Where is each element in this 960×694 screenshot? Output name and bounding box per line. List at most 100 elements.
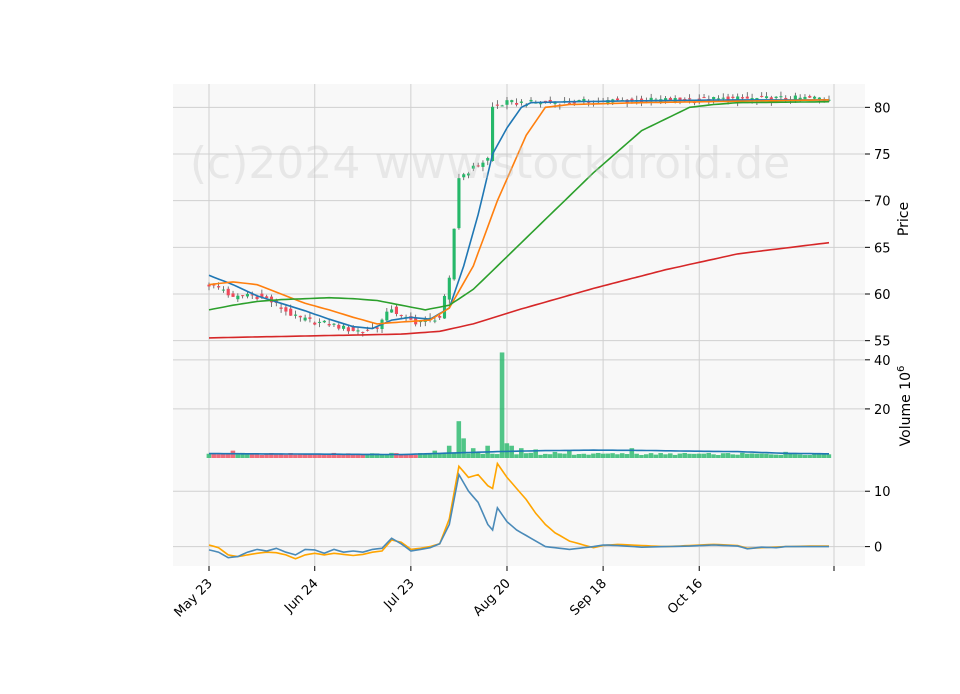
candle-body <box>308 317 312 319</box>
volume-bar <box>711 454 716 458</box>
candle-body <box>577 100 581 102</box>
candle-body <box>438 315 442 318</box>
volume-bar <box>374 453 380 458</box>
volume-bar <box>341 454 346 458</box>
candle-body <box>745 96 749 99</box>
candlestick <box>471 162 475 172</box>
volume-bar <box>225 454 231 458</box>
volume-bar <box>759 453 764 458</box>
candle-body <box>284 307 288 312</box>
volume-bar <box>826 454 832 458</box>
candle-body <box>332 323 336 325</box>
candlestick <box>279 302 283 313</box>
candle-body <box>486 158 490 161</box>
candlestick <box>702 94 706 99</box>
price-y-tick-label: 60 <box>874 288 891 303</box>
candle-body <box>351 326 355 331</box>
candle-body <box>726 96 730 102</box>
volume-bar <box>384 454 389 458</box>
volume-bar <box>514 454 519 458</box>
volume-y-tick-label: 20 <box>874 403 891 418</box>
x-tick-label: Oct 16 <box>665 576 706 617</box>
osc-y-tick-label: 10 <box>874 485 891 500</box>
candlestick <box>515 98 519 107</box>
candle-body <box>221 289 225 291</box>
volume-bar <box>567 450 572 458</box>
candle-body <box>322 320 326 323</box>
candle-body <box>553 102 557 104</box>
candlestick <box>779 91 783 101</box>
volume-bar <box>624 454 630 458</box>
candlestick <box>510 99 514 105</box>
volume-bar <box>744 453 750 458</box>
volume-bar <box>816 453 822 458</box>
volume-bar <box>446 445 452 458</box>
volume-bar <box>720 453 726 458</box>
volume-bar <box>778 454 784 458</box>
volume-bar <box>716 454 721 458</box>
candlestick <box>615 96 620 101</box>
volume-bar <box>360 454 365 458</box>
volume-bar <box>552 451 558 458</box>
candle-body <box>784 97 788 100</box>
volume-bar <box>211 453 216 458</box>
candle-body <box>688 98 692 100</box>
volume-bar <box>764 453 769 458</box>
volume-bar <box>254 453 260 458</box>
candle-body <box>813 96 817 99</box>
volume-bar <box>802 455 808 458</box>
candle-body <box>356 330 360 332</box>
osc-y-tick-label: 0 <box>874 541 882 556</box>
volume-bar <box>653 454 659 458</box>
candlestick <box>356 327 360 335</box>
candle-body <box>212 284 216 286</box>
oscillator-panel <box>173 458 865 566</box>
candle-body <box>495 104 499 106</box>
volume-bar <box>619 453 625 458</box>
volume-bar <box>639 454 644 458</box>
candlestick <box>486 156 490 166</box>
candle-body <box>207 284 211 287</box>
volume-bar <box>408 453 414 458</box>
candlestick <box>745 92 749 99</box>
candlestick <box>337 323 341 331</box>
candle-body <box>466 173 471 176</box>
volume-bar <box>240 452 245 458</box>
price-ma-short-line <box>208 99 829 330</box>
candle-body <box>255 296 259 300</box>
candle-body <box>245 293 250 297</box>
volume-bar <box>307 454 313 458</box>
volume-bar <box>677 453 683 458</box>
candlestick <box>308 313 312 323</box>
candle-body <box>385 311 389 321</box>
candle-body <box>543 100 547 103</box>
candlestick <box>236 293 240 302</box>
candle-body <box>529 99 533 102</box>
volume-bar <box>658 453 663 458</box>
volume-bar <box>312 454 317 458</box>
candle-body <box>740 97 745 99</box>
volume-bar <box>538 454 543 458</box>
volume-bar <box>365 453 370 458</box>
volume-bar <box>581 453 587 458</box>
volume-bar <box>629 448 635 458</box>
candle-body <box>582 98 586 102</box>
volume-bar <box>480 453 486 458</box>
volume-bar <box>297 454 303 458</box>
volume-bar <box>586 454 591 458</box>
volume-bar <box>273 454 279 458</box>
volume-bar <box>523 453 529 458</box>
volume-bar <box>788 453 793 458</box>
candle-body <box>447 277 451 300</box>
volume-bar <box>783 451 788 458</box>
volume-bar <box>355 453 361 458</box>
oscillator-fast-line <box>208 472 829 559</box>
volume-bar <box>235 454 240 458</box>
volume-bar <box>494 454 500 458</box>
volume-bar <box>730 454 736 458</box>
candle-body <box>390 309 394 313</box>
candle-body <box>476 165 480 167</box>
volume-bar <box>682 452 687 458</box>
volume-bar <box>749 453 755 458</box>
watermark-text: (c)2024 www.stockdroid.de <box>190 138 790 189</box>
